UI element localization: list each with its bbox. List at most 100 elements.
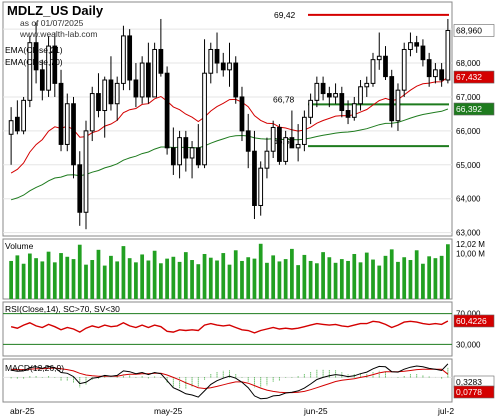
price-tick-label: 68,000 bbox=[456, 59, 481, 68]
candle-body bbox=[314, 82, 320, 101]
volume-bar bbox=[402, 257, 407, 299]
candle-body bbox=[146, 62, 151, 98]
candle-body bbox=[426, 59, 432, 78]
candle-body bbox=[433, 69, 438, 78]
candle-body bbox=[333, 93, 338, 98]
candle-body bbox=[158, 48, 164, 74]
volume-pane-label: Volume bbox=[5, 241, 34, 251]
volume-bar bbox=[109, 255, 113, 299]
candle-body bbox=[21, 99, 26, 132]
candle-body bbox=[245, 130, 251, 152]
volume-bar bbox=[339, 259, 344, 299]
volume-bar bbox=[302, 254, 307, 299]
volume-bar bbox=[52, 262, 57, 299]
candle-body bbox=[121, 35, 126, 84]
ema70-line bbox=[10, 108, 449, 201]
volume-bar bbox=[158, 263, 163, 299]
volume-bar bbox=[352, 253, 357, 299]
volume-bar bbox=[389, 249, 394, 299]
volume-bar bbox=[383, 255, 388, 299]
volume-bar bbox=[446, 244, 450, 299]
candle-body bbox=[326, 93, 332, 98]
candle-body bbox=[401, 48, 407, 91]
price-tick-label: 64,000 bbox=[456, 195, 481, 204]
candle-body bbox=[233, 62, 239, 98]
candle-body bbox=[264, 150, 270, 169]
candle-body bbox=[208, 48, 214, 74]
candle-body bbox=[195, 147, 201, 166]
volume-bar bbox=[396, 261, 400, 299]
ema70-value-label-box bbox=[453, 102, 495, 116]
candle-body bbox=[320, 82, 326, 95]
volume-bar bbox=[134, 262, 138, 299]
ema70-value-label: 66,392 bbox=[456, 104, 482, 114]
level-label: 66,78 bbox=[273, 94, 295, 104]
candle-body bbox=[83, 130, 89, 213]
volume-bar bbox=[364, 252, 369, 299]
candle-body bbox=[358, 86, 363, 105]
candle-body bbox=[102, 79, 108, 112]
x-label-abr: abr-25 bbox=[10, 406, 35, 416]
candle-body bbox=[58, 82, 64, 145]
volume-bar bbox=[196, 264, 201, 299]
candle-body bbox=[339, 93, 345, 112]
volume-bar bbox=[27, 253, 32, 299]
candle-body bbox=[376, 55, 382, 61]
x-label-jul: jul-2 bbox=[438, 406, 455, 416]
candle-body bbox=[27, 42, 33, 101]
volume-bar bbox=[377, 265, 382, 299]
volume-bar bbox=[146, 260, 151, 299]
site-label: www.wealth-lab.com bbox=[20, 29, 98, 39]
rsi-value-label-box bbox=[453, 314, 495, 328]
volume-bar bbox=[265, 262, 269, 299]
candle-body bbox=[8, 120, 14, 135]
volume-bar bbox=[65, 256, 70, 299]
candle-body bbox=[239, 96, 245, 132]
volume-bar bbox=[15, 255, 20, 299]
candle-body bbox=[289, 137, 295, 149]
volume-bar bbox=[433, 258, 438, 299]
volume-bar bbox=[296, 265, 301, 299]
volume-bar bbox=[333, 262, 338, 299]
candle-body bbox=[202, 72, 207, 166]
candle-body bbox=[164, 72, 170, 149]
candle-body bbox=[270, 126, 276, 152]
candle-body bbox=[52, 45, 58, 84]
candle-body bbox=[351, 103, 357, 118]
candle-body bbox=[183, 137, 189, 159]
macd-line bbox=[11, 363, 449, 400]
axis-layer: 63,00064,00065,00066,00067,00068,00069,0… bbox=[453, 24, 495, 399]
candle-body bbox=[46, 45, 51, 91]
volume-bar bbox=[46, 251, 51, 299]
volume-bar bbox=[140, 254, 145, 299]
volume-bar bbox=[9, 260, 13, 299]
last-close-label-box bbox=[453, 24, 495, 37]
volume-bar bbox=[314, 263, 319, 299]
volume-bar bbox=[40, 261, 45, 299]
volume-bar bbox=[321, 252, 325, 299]
volume-bar bbox=[102, 265, 107, 299]
volume-bar bbox=[71, 259, 76, 299]
volume-bar bbox=[427, 256, 432, 299]
candle-body bbox=[445, 29, 451, 81]
volume-tick-label: 12,02 M bbox=[456, 240, 485, 249]
volume-bar bbox=[240, 260, 244, 299]
volume-bar bbox=[171, 256, 176, 299]
volume-bar bbox=[277, 261, 282, 299]
volume-bar bbox=[177, 261, 182, 299]
price-tick-label: 67,000 bbox=[456, 93, 481, 102]
volume-bar bbox=[165, 258, 169, 299]
volume-bar bbox=[59, 253, 63, 299]
volume-bar bbox=[408, 260, 413, 299]
candle-body bbox=[33, 42, 39, 71]
volume-bar bbox=[115, 261, 120, 299]
candle-body bbox=[114, 82, 120, 105]
volume-bar bbox=[190, 260, 194, 299]
volume-bar bbox=[96, 249, 101, 299]
volume-bar bbox=[208, 257, 213, 299]
candle-body bbox=[133, 79, 139, 98]
volume-bar bbox=[227, 264, 232, 299]
x-label-jun: jun-25 bbox=[304, 406, 328, 416]
volume-bar bbox=[215, 260, 219, 299]
